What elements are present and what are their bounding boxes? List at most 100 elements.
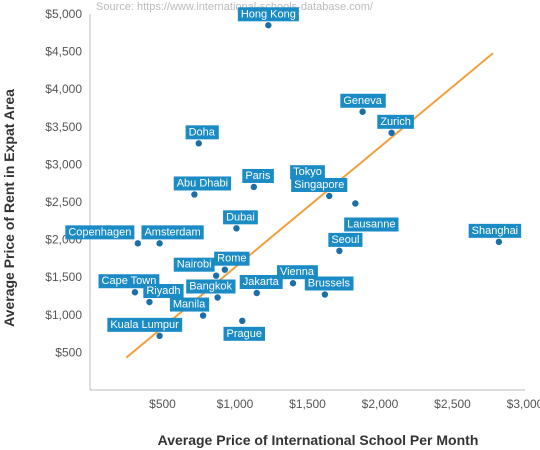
- trend-line: [125, 52, 494, 359]
- data-point: [239, 317, 246, 325]
- point-label: Zurich: [377, 114, 414, 129]
- point-label: Vienna: [276, 265, 318, 280]
- point-label: Jakarta: [239, 274, 283, 289]
- y-tick-label: $3,500: [45, 120, 82, 134]
- point-label: Abu Dhabi: [173, 176, 232, 191]
- data-point: [212, 272, 220, 279]
- point-label-bg: [107, 317, 183, 332]
- data-point: [250, 183, 258, 191]
- data-point: [495, 238, 503, 246]
- point-label: Brussels: [304, 276, 354, 291]
- point-label: Seoul: [328, 232, 363, 247]
- data-point: [388, 129, 395, 137]
- y-tick-label: $5,000: [45, 7, 82, 21]
- point-label: Kuala Lumpur: [107, 317, 183, 332]
- point-label-bg: [173, 176, 232, 191]
- point-label-bg: [328, 232, 363, 247]
- y-tick-label: $1,000: [45, 308, 82, 322]
- point-label-bg: [169, 297, 210, 312]
- point-label: Doha: [185, 125, 219, 140]
- y-tick-label: $4,000: [45, 82, 82, 96]
- point-label-bg: [173, 257, 215, 272]
- x-tick-label: $2,000: [362, 397, 399, 411]
- point-label: Hong Kong: [237, 7, 299, 22]
- point-label: Shanghai: [468, 223, 522, 238]
- data-point: [321, 291, 329, 298]
- point-label: Paris: [242, 168, 274, 183]
- point-label-text: Abu Dhabi: [177, 177, 228, 189]
- x-tick-label: $500: [149, 397, 176, 411]
- point-label-bg: [186, 279, 236, 294]
- point-label-text: Zurich: [380, 116, 411, 128]
- point-label-text: Hong Kong: [241, 8, 296, 20]
- data-point: [253, 289, 260, 297]
- data-point: [156, 240, 163, 247]
- point-label-text: Amsterdam: [144, 226, 200, 238]
- data-point: [195, 140, 202, 147]
- point-label-bg: [344, 217, 399, 232]
- point-label-text: Dubai: [226, 211, 255, 223]
- y-axis-title: Average Price of Rent in Expat Area: [1, 89, 17, 327]
- point-label-text: Paris: [245, 170, 271, 182]
- point-label: Riyadh: [143, 284, 184, 299]
- point-label-bg: [276, 265, 318, 280]
- data-point: [336, 247, 343, 255]
- point-label-text: Cape Town: [102, 275, 157, 287]
- point-label: Amsterdam: [141, 225, 204, 240]
- source-note: Source: https://www.international-school…: [96, 1, 374, 13]
- point-label: Tokyo: [290, 165, 325, 180]
- point-label: Prague: [223, 326, 265, 341]
- point-label-bg: [340, 93, 386, 108]
- point-label: Lausanne: [344, 217, 399, 232]
- point-label: Bangkok: [186, 279, 236, 294]
- point-label-text: Seoul: [331, 234, 359, 246]
- point-label: Geneva: [340, 93, 386, 108]
- data-point: [199, 312, 207, 319]
- data-point: [233, 225, 240, 232]
- point-label: Copenhagen: [65, 225, 135, 240]
- point-label-bg: [65, 225, 135, 240]
- point-label-text: Manila: [173, 299, 206, 311]
- point-label: Dubai: [223, 210, 258, 225]
- point-label-text: Shanghai: [472, 225, 519, 237]
- y-tick-label: $3,000: [45, 157, 82, 171]
- point-label-text: Copenhagen: [68, 226, 131, 238]
- point-label: Nairobi: [173, 257, 215, 272]
- point-label-bg: [291, 177, 348, 192]
- data-point: [289, 280, 297, 287]
- data-point: [359, 108, 366, 115]
- point-label: Rome: [214, 251, 250, 266]
- point-label-bg: [223, 210, 258, 225]
- y-tick-label: $1,500: [45, 270, 82, 284]
- point-label-bg: [468, 223, 522, 238]
- point-label-bg: [143, 284, 184, 299]
- y-tick-label: $4,500: [45, 45, 82, 59]
- x-tick-label: $1,500: [289, 397, 326, 411]
- point-label-bg: [214, 251, 250, 266]
- data-point: [131, 289, 139, 296]
- point-label: Singapore: [291, 177, 348, 192]
- data-point: [191, 191, 198, 198]
- point-label-text: Riyadh: [146, 285, 180, 297]
- data-point: [326, 192, 333, 200]
- data-point: [146, 298, 153, 306]
- point-label-text: Tokyo: [293, 166, 322, 178]
- point-label-text: Rome: [217, 253, 246, 265]
- point-label-bg: [304, 276, 354, 291]
- point-label-text: Nairobi: [177, 259, 212, 271]
- point-label-bg: [141, 225, 204, 240]
- point-label-bg: [377, 114, 414, 129]
- data-point: [156, 332, 163, 340]
- data-point: [352, 200, 359, 207]
- y-tick-label: $500: [55, 345, 82, 359]
- point-label-text: Kuala Lumpur: [110, 319, 179, 331]
- x-axis-title: Average Price of International School Pe…: [158, 432, 479, 448]
- point-label-text: Brussels: [308, 277, 351, 289]
- data-point: [265, 22, 272, 29]
- data-point: [214, 294, 221, 301]
- point-label-text: Bangkok: [189, 281, 232, 293]
- point-label-bg: [239, 274, 283, 289]
- y-tick-label: $2,500: [45, 195, 82, 209]
- x-tick-label: $3,000: [507, 397, 540, 411]
